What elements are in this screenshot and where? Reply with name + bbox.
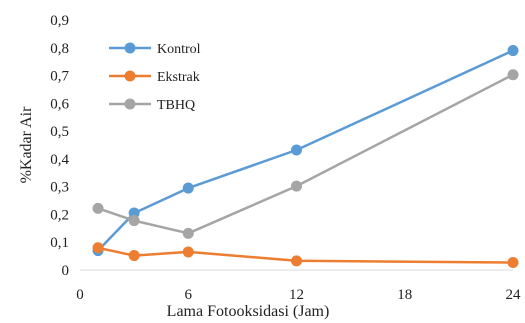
data-point-tbhq bbox=[291, 180, 302, 192]
y-tick-label: 0,6 bbox=[50, 96, 69, 112]
legend: Kontrol Ekstrak TBHQ bbox=[109, 42, 201, 113]
legend-label-kontrol: Kontrol bbox=[157, 42, 201, 57]
x-tick-label: 24 bbox=[506, 287, 522, 303]
y-axis-ticks: 0 0,1 0,2 0,3 0,4 0,5 0,6 0,7 0,8 0,9 bbox=[50, 13, 69, 279]
y-tick-label: 0,4 bbox=[50, 152, 69, 168]
data-point-kontrol bbox=[291, 144, 302, 156]
legend-marker-ekstrak bbox=[124, 70, 136, 82]
x-tick-label: 12 bbox=[289, 287, 304, 303]
legend-marker-tbhq bbox=[124, 98, 136, 110]
data-point-ekstrak bbox=[182, 246, 194, 258]
y-tick-label: 0,5 bbox=[50, 124, 69, 140]
x-tick-label: 18 bbox=[397, 287, 412, 303]
y-tick-label: 0,3 bbox=[50, 180, 69, 196]
data-point-ekstrak bbox=[507, 257, 519, 268]
y-tick-label: 0,2 bbox=[50, 207, 69, 223]
y-tick-label: 0,9 bbox=[50, 13, 69, 29]
x-tick-label: 0 bbox=[76, 287, 84, 303]
y-tick-label: 0,1 bbox=[50, 235, 69, 251]
data-point-tbhq bbox=[128, 215, 140, 227]
y-tick-label: 0,7 bbox=[50, 69, 69, 85]
series-layer bbox=[92, 45, 519, 268]
data-point-ekstrak bbox=[128, 250, 140, 262]
data-point-tbhq bbox=[92, 202, 104, 214]
x-axis-ticks: 0 6 12 18 24 bbox=[76, 287, 521, 303]
data-point-ekstrak bbox=[291, 255, 302, 267]
data-point-tbhq bbox=[182, 227, 194, 239]
series-line-ekstrak bbox=[97, 246, 514, 264]
y-tick-label: 0 bbox=[62, 263, 70, 279]
y-tick-label: 0,8 bbox=[50, 41, 69, 57]
legend-marker-kontrol bbox=[124, 42, 136, 54]
x-tick-label: 6 bbox=[185, 287, 193, 303]
y-axis-title: %Kadar Air bbox=[18, 106, 35, 184]
legend-label-ekstrak: Ekstrak bbox=[157, 70, 200, 85]
data-point-ekstrak bbox=[92, 242, 104, 254]
data-point-kontrol bbox=[182, 182, 194, 194]
legend-label-tbhq: TBHQ bbox=[157, 98, 195, 113]
data-point-kontrol bbox=[507, 45, 519, 57]
x-axis-title: Lama Fotooksidasi (Jam) bbox=[167, 303, 330, 320]
data-point-tbhq bbox=[507, 69, 519, 81]
